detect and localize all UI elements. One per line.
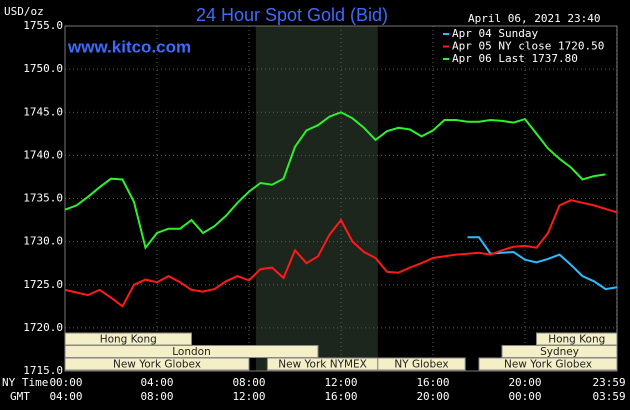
legend-label: Apr 06 Last 1737.80 — [452, 52, 578, 65]
session-bar — [64, 357, 250, 371]
series-line — [64, 111, 606, 250]
y-tick-label: 1720.0 — [23, 321, 63, 334]
y-tick-label: 1755.0 — [23, 19, 63, 32]
series-line — [64, 199, 618, 308]
y-tick-label: 1740.0 — [23, 148, 63, 161]
session-highlight — [255, 26, 378, 371]
x-tick-label: 00:00 — [49, 376, 82, 389]
x-tick-label-gmt: 20:00 — [416, 390, 449, 403]
legend-label: Apr 05 NY close 1720.50 — [452, 40, 604, 53]
y-tick-label: 1730.0 — [23, 235, 63, 248]
x-tick-label: 23:59 — [592, 376, 625, 389]
x-tick-label: 16:00 — [416, 376, 449, 389]
x-tick-label-gmt: 03:59 — [592, 390, 625, 403]
session-label: New York Globex — [504, 359, 592, 371]
y-tick-label: 1750.0 — [23, 62, 63, 75]
session-bar — [478, 357, 618, 371]
x-tick-label: 08:00 — [232, 376, 265, 389]
session-label: New York Globex — [113, 359, 201, 371]
session-label: Hong Kong — [548, 334, 605, 346]
session-label: Sydney — [540, 346, 579, 358]
x-tick-label: 20:00 — [508, 376, 541, 389]
x-axis-label-gmt: GMT — [10, 390, 30, 403]
session-label: NY Globex — [394, 359, 448, 371]
x-tick-label-gmt: 12:00 — [232, 390, 265, 403]
x-tick-label-gmt: 08:00 — [140, 390, 173, 403]
y-tick-label: 1745.0 — [23, 105, 63, 118]
session-label: New York NYMEX — [278, 359, 367, 371]
x-tick-label-gmt: 00:00 — [508, 390, 541, 403]
y-axis-label: USD/oz — [4, 5, 44, 18]
session-bar — [377, 357, 466, 371]
x-tick-label-gmt: 04:00 — [49, 390, 82, 403]
y-tick-label: 1725.0 — [23, 278, 63, 291]
x-axis-label: NY Time — [2, 376, 48, 389]
session-label: London — [172, 346, 211, 358]
chart-title: 24 Hour Spot Gold (Bid) — [196, 5, 388, 25]
timestamp: April 06, 2021 23:40 — [468, 12, 600, 25]
x-tick-label: 04:00 — [140, 376, 173, 389]
x-tick-label-gmt: 16:00 — [324, 390, 357, 403]
plot-frame — [64, 25, 618, 372]
legend-label: Apr 04 Sunday — [452, 27, 538, 40]
y-tick-label: 1715.0 — [23, 364, 63, 377]
y-tick-label: 1735.0 — [23, 192, 63, 205]
session-label: Hong Kong — [100, 334, 157, 346]
legend-swatch — [443, 58, 449, 60]
watermark: www.kitco.com — [67, 37, 191, 56]
legend-swatch — [443, 45, 449, 48]
x-tick-label: 12:00 — [324, 376, 357, 389]
legend-swatch — [443, 33, 449, 35]
